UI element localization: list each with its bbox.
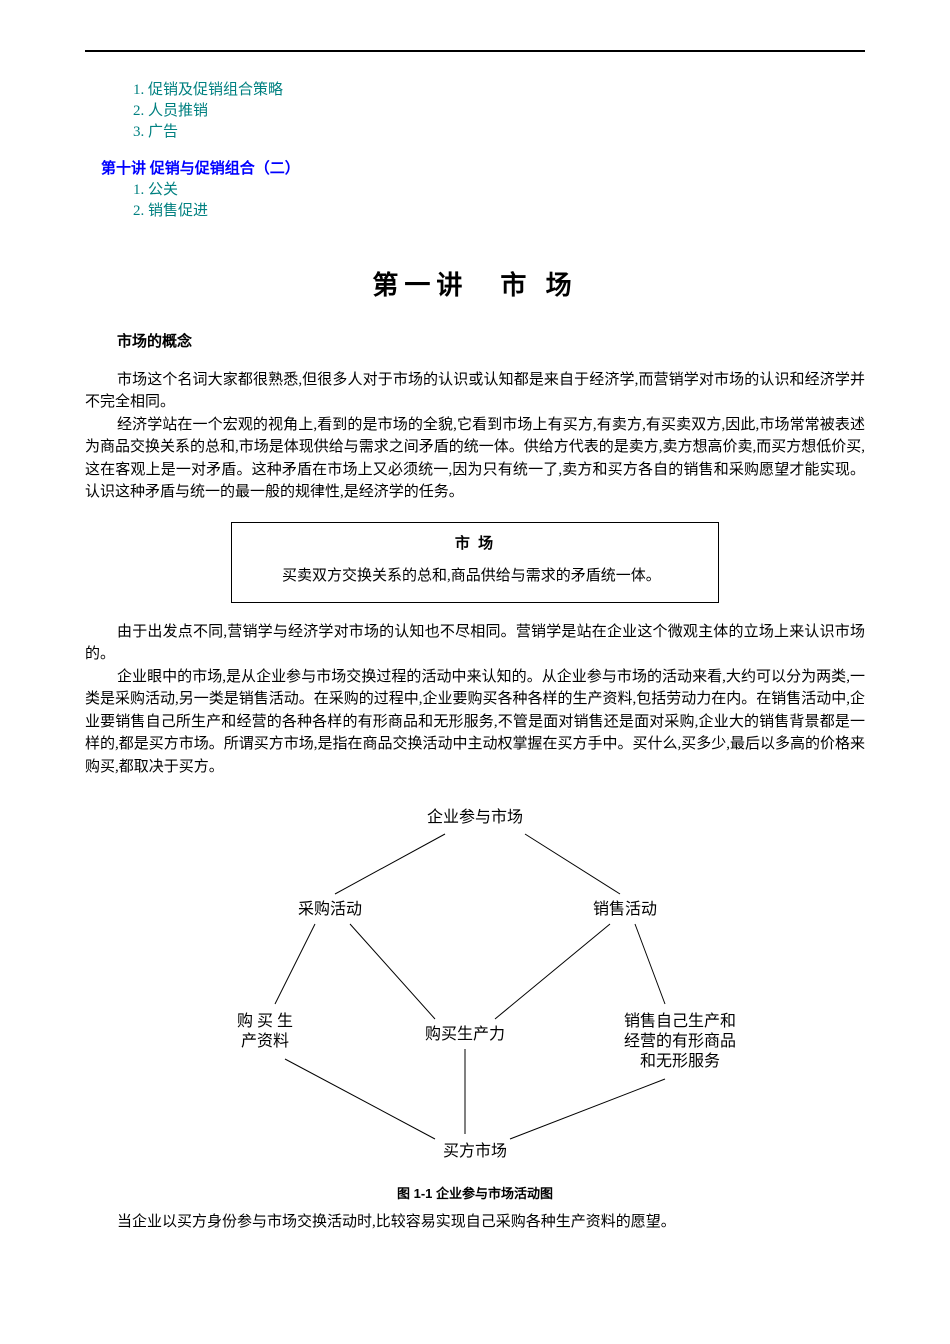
definition-box: 市 场 买卖双方交换关系的总和,商品供给与需求的矛盾统一体。 — [231, 522, 719, 603]
toc-item: 3. 广告 — [133, 122, 865, 143]
paragraph: 市场这个名词大家都很熟悉,但很多人对于市场的认识或认知都是来自于经济学,而营销学… — [85, 369, 865, 414]
paragraph: 经济学站在一个宏观的视角上,看到的是市场的全貌,它看到市场上有买方,有卖方,有买… — [85, 414, 865, 504]
diagram-svg: 企业参与市场 采购活动 销售活动 购 买 生 产资料 购买生产力 销售自己生产和… — [165, 794, 785, 1174]
diagram-node-br-line2: 经营的有形商品 — [624, 1032, 736, 1050]
paragraph: 企业眼中的市场,是从企业参与市场交换过程的活动中来认知的。从企业参与市场的活动来… — [85, 666, 865, 779]
diagram-node-br-line3: 和无形服务 — [640, 1052, 720, 1070]
definition-body: 买卖双方交换关系的总和,商品供给与需求的矛盾统一体。 — [250, 565, 700, 588]
diagram-node-top: 企业参与市场 — [427, 808, 523, 826]
toc-heading-lecture-10: 第十讲 促销与促销组合（二） — [101, 159, 865, 180]
diagram-node-bc: 购买生产力 — [425, 1025, 505, 1043]
diagram-node-bl1-line2: 产资料 — [241, 1032, 289, 1050]
diagram-node-bottom: 买方市场 — [443, 1142, 507, 1160]
toc-item: 2. 人员推销 — [133, 101, 865, 122]
diagram-caption: 图 1-1 企业参与市场活动图 — [165, 1184, 785, 1204]
diagram-node-right: 销售活动 — [593, 900, 657, 918]
section-subheading: 市场的概念 — [85, 331, 865, 354]
paragraph: 由于出发点不同,营销学与经济学对市场的认知也不尽相同。营销学是站在企业这个微观主… — [85, 621, 865, 666]
toc-item: 2. 销售促进 — [133, 201, 865, 222]
diagram-node-left: 采购活动 — [298, 900, 362, 918]
lecture-title: 第一讲 市 场 — [85, 266, 865, 305]
diagram-node-br-line1: 销售自己生产和 — [624, 1012, 736, 1030]
top-rule — [85, 50, 865, 52]
toc-item: 1. 公关 — [133, 180, 865, 201]
paragraph: 当企业以买方身份参与市场交换活动时,比较容易实现自己采购各种生产资料的愿望。 — [85, 1211, 865, 1234]
definition-title: 市 场 — [250, 533, 700, 556]
diagram-node-bl1-line1: 购 买 生 — [237, 1012, 293, 1030]
diagram-enterprise-market: 企业参与市场 采购活动 销售活动 购 买 生 产资料 购买生产力 销售自己生产和… — [165, 794, 785, 1203]
document-page: 1. 促销及促销组合策略 2. 人员推销 3. 广告 第十讲 促销与促销组合（二… — [0, 0, 950, 1274]
toc-item: 1. 促销及促销组合策略 — [133, 80, 865, 101]
